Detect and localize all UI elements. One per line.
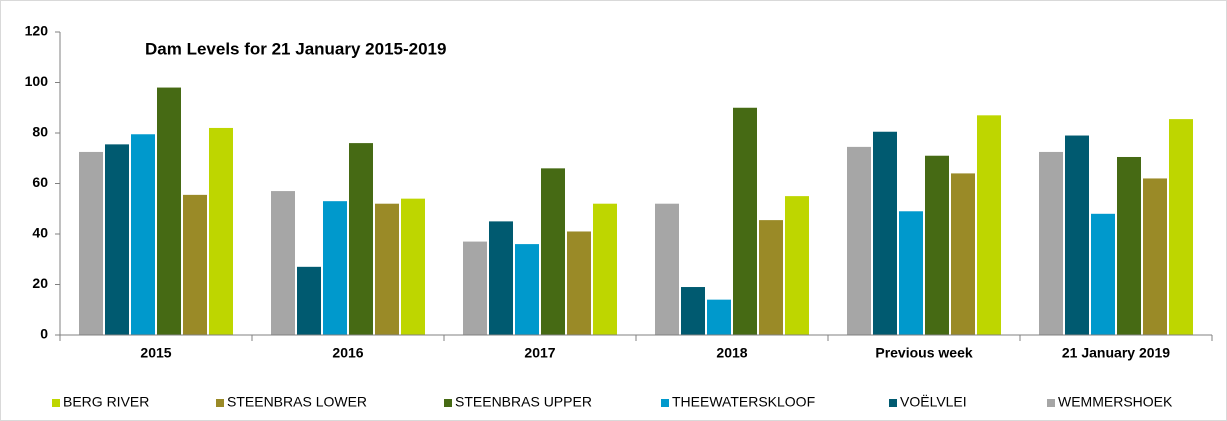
legend-label: THEEWATERSKLOOF <box>672 394 815 410</box>
bar <box>157 87 181 335</box>
bar <box>79 151 103 335</box>
legend-swatch <box>889 399 897 407</box>
bar <box>925 155 949 335</box>
bar <box>733 107 757 335</box>
legend-swatch <box>216 399 224 407</box>
y-tick-label: 20 <box>32 275 48 291</box>
bar <box>567 231 591 335</box>
x-tick-label: 21 January 2019 <box>1062 345 1170 361</box>
x-tick-label: 2015 <box>140 345 171 361</box>
bar <box>323 201 347 335</box>
legend-label: STEENBRAS UPPER <box>455 394 592 410</box>
legend-label: BERG RIVER <box>63 394 149 410</box>
bar <box>1143 178 1167 335</box>
bar <box>951 173 975 335</box>
x-tick-label: 2018 <box>716 345 747 361</box>
y-tick-label: 100 <box>25 73 49 89</box>
bar <box>489 221 513 335</box>
bar <box>847 146 871 335</box>
bar <box>1039 151 1063 335</box>
x-tick-label: 2016 <box>332 345 363 361</box>
bar <box>349 143 373 335</box>
bar <box>463 241 487 335</box>
x-tick-label: Previous week <box>875 345 972 361</box>
y-tick-label: 0 <box>40 326 48 342</box>
bar <box>297 266 321 335</box>
bar <box>131 134 155 335</box>
bar <box>515 244 539 335</box>
bar <box>707 299 731 335</box>
bar <box>655 203 679 335</box>
legend-swatch <box>661 399 669 407</box>
bar <box>1117 156 1141 335</box>
bar <box>1169 119 1193 335</box>
bar <box>1091 213 1115 335</box>
bar <box>271 191 295 335</box>
bar <box>209 127 233 335</box>
legend-swatch <box>52 399 60 407</box>
bar <box>375 203 399 335</box>
y-tick-label: 120 <box>25 23 49 39</box>
legend-label: STEENBRAS LOWER <box>227 394 367 410</box>
bar <box>785 196 809 335</box>
bar <box>541 168 565 335</box>
y-tick-label: 40 <box>32 225 48 241</box>
y-tick-label: 80 <box>32 124 48 140</box>
legend-swatch <box>444 399 452 407</box>
bar <box>977 115 1001 335</box>
bar <box>899 211 923 335</box>
bar <box>593 203 617 335</box>
bar <box>183 194 207 335</box>
bar <box>105 144 129 335</box>
bar <box>401 198 425 335</box>
bar <box>1065 135 1089 335</box>
legend-swatch <box>1047 399 1055 407</box>
x-tick-label: 2017 <box>524 345 555 361</box>
bar <box>759 220 783 335</box>
y-tick-label: 60 <box>32 174 48 190</box>
bar <box>873 131 897 335</box>
legend-label: WEMMERSHOEK <box>1058 394 1173 410</box>
legend-label: VOËLVLEI <box>900 394 967 410</box>
bar <box>681 287 705 335</box>
chart-title: Dam Levels for 21 January 2015-2019 <box>145 39 446 58</box>
